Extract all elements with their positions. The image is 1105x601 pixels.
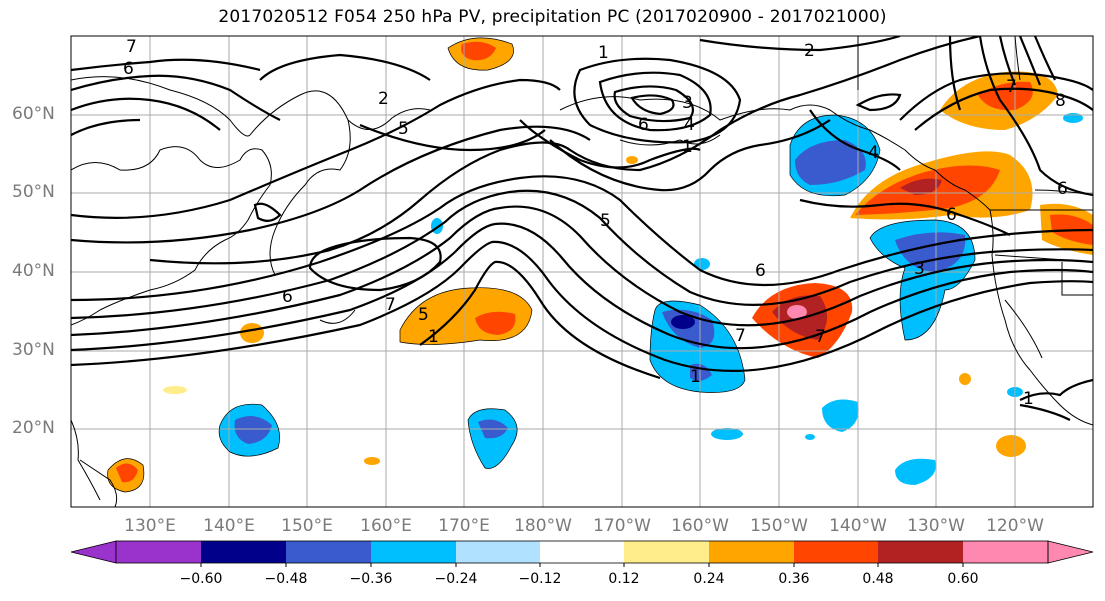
lon-label: 170°E: [438, 516, 490, 536]
contour-label: 5: [398, 119, 409, 139]
precip-anomaly-patch: [895, 458, 936, 485]
lon-label: 180°W: [514, 516, 572, 536]
lat-label-50n: 50°N: [12, 182, 55, 202]
contour-label: 2: [804, 41, 815, 61]
precip-anomaly-patch: [626, 156, 638, 164]
contour-label: 3: [682, 93, 693, 113]
contour-label: 6: [755, 261, 766, 281]
lon-label: 140°W: [829, 516, 887, 536]
colorbar-tick-label: 0.48: [862, 571, 894, 587]
contour-label: 1: [682, 137, 693, 157]
colorbar-tick-label: 0.12: [608, 571, 640, 587]
colorbar-tick-label: 0.24: [693, 571, 725, 587]
colorbar-segment: [624, 541, 709, 563]
precip-anomaly-patch: [461, 41, 496, 61]
lon-label: 130°W: [907, 516, 965, 536]
lon-label: 160°W: [671, 516, 729, 536]
contour-label: 1: [1023, 389, 1034, 409]
contour-label: 5: [418, 305, 429, 325]
contour-label: 6: [946, 205, 957, 225]
precip-outlines: [107, 37, 976, 493]
lon-label: 150°W: [750, 516, 808, 536]
precip-anomaly-patch: [671, 315, 695, 329]
colorbar-extend-low: [70, 540, 117, 564]
precip-anomaly-patch: [805, 434, 815, 440]
lat-label-20n: 20°N: [12, 418, 55, 438]
contour-label: 6: [123, 59, 134, 79]
colorbar-outline: [115, 540, 1049, 564]
graticule: [71, 36, 1093, 507]
contour-label: 7: [126, 37, 137, 57]
lon-label: 150°E: [281, 516, 333, 536]
contour-label: 1: [428, 327, 439, 347]
lat-label-30n: 30°N: [12, 340, 55, 360]
precip-anomaly-patch: [234, 416, 272, 444]
lon-label: 170°W: [593, 516, 651, 536]
colorbar-segment: [116, 541, 201, 563]
colorbar-tick-label: 0.36: [778, 571, 810, 587]
precip-anomaly-patch: [364, 457, 380, 465]
colorbar-tick-label: −0.24: [434, 571, 478, 587]
colorbar-segment: [963, 541, 1048, 563]
precip-anomaly-patch: [163, 386, 187, 394]
contour-label: 8: [1055, 91, 1066, 111]
colorbar-segment: [540, 541, 624, 563]
colorbar-tick-label: 0.60: [947, 571, 979, 587]
precip-anomaly-patch: [795, 140, 866, 185]
colorbar-segment: [201, 541, 286, 563]
precip-positive-shading: [107, 37, 1093, 492]
colorbar-segment: [456, 541, 540, 563]
contour-label: 4: [868, 143, 879, 163]
contour-label: 3: [914, 259, 925, 279]
lat-label-60n: 60°N: [12, 104, 55, 124]
colorbar: [70, 540, 1094, 567]
lon-label: 130°E: [124, 516, 176, 536]
contour-label: 1: [690, 367, 701, 387]
precip-anomaly-patch: [240, 323, 264, 343]
colorbar-segment: [794, 541, 878, 563]
colorbar-tick-label: −0.48: [264, 571, 308, 587]
colorbar-segment: [286, 541, 371, 563]
coastlines: [71, 36, 1093, 507]
contour-labels: 7 6 2 1 5 6 2 1 7 6 5 7 5 1 7 1 3 4 6 6 …: [123, 37, 1068, 409]
lon-label: 140°E: [203, 516, 255, 536]
precip-anomaly-patch: [996, 435, 1026, 457]
precip-anomaly-patch: [959, 373, 971, 385]
contour-label: 2: [378, 89, 389, 109]
lon-label: 160°E: [360, 516, 412, 536]
contour-label: 1: [598, 43, 609, 63]
colorbar-extend-high: [1047, 540, 1094, 564]
pv-contours: [71, 36, 1093, 421]
contour-label: 7: [1006, 77, 1017, 97]
precip-anomaly-patch: [116, 463, 138, 483]
contour-label: 5: [600, 211, 611, 231]
colorbar-tick-label: −0.36: [349, 571, 393, 587]
contour-label: 7: [735, 326, 746, 346]
precip-anomaly-patch: [475, 311, 516, 335]
precip-anomaly-patch: [694, 258, 710, 270]
colorbar-tick-label: −0.60: [179, 571, 223, 587]
contour-label: 6: [282, 287, 293, 307]
lat-label-40n: 40°N: [12, 261, 55, 281]
precip-anomaly-patch: [822, 399, 859, 432]
precip-anomaly-patch: [711, 428, 743, 440]
lon-label: 120°W: [986, 516, 1044, 536]
precip-anomaly-patch: [900, 178, 942, 195]
precip-anomaly-patch: [787, 305, 807, 319]
contour-label: 7: [815, 327, 826, 347]
colorbar-segment: [878, 541, 963, 563]
map-title: 2017020512 F054 250 hPa PV, precipitatio…: [218, 7, 887, 27]
contour-label: 6: [1057, 179, 1068, 199]
colorbar-segment: [371, 541, 456, 563]
contour-label: 4: [684, 115, 695, 135]
colorbar-segment: [709, 541, 794, 563]
map-frame: [70, 35, 1094, 508]
colorbar-tick-label: −0.12: [518, 571, 562, 587]
precip-anomaly-patch: [468, 408, 518, 469]
contour-label: 7: [385, 295, 396, 315]
contour-label: 6: [638, 115, 649, 135]
